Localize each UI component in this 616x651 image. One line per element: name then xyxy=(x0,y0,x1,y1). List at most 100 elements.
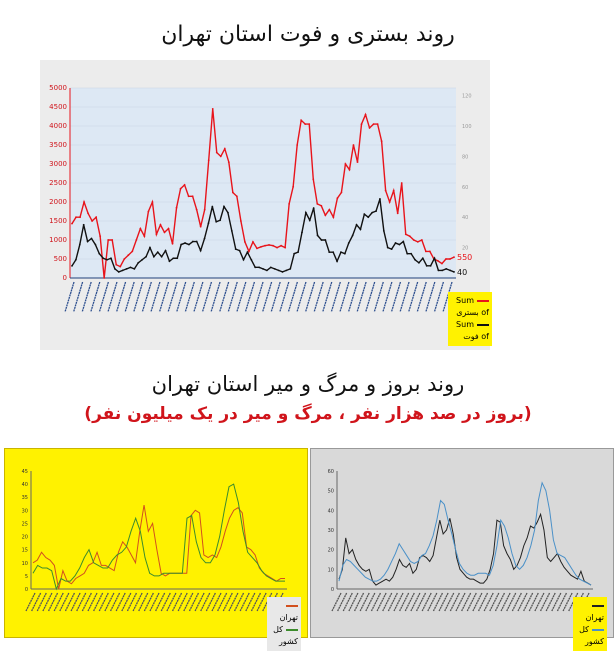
x-tick-label xyxy=(455,592,466,612)
data-point xyxy=(301,231,303,234)
data-point xyxy=(386,246,389,249)
x-tick-label xyxy=(511,592,522,612)
y2-tick-label: 80 xyxy=(462,154,468,160)
data-point xyxy=(260,245,262,248)
x-tick-label xyxy=(115,281,127,313)
y-tick-label: 1500 xyxy=(49,217,67,225)
data-point xyxy=(151,201,154,203)
data-point xyxy=(272,244,274,247)
x-tick-label xyxy=(348,592,359,612)
data-point xyxy=(280,244,282,247)
data-point xyxy=(74,258,77,261)
data-point xyxy=(344,163,347,165)
y-tick-label: 30 xyxy=(22,508,28,514)
data-point xyxy=(453,271,455,273)
data-point xyxy=(375,210,377,213)
data-point xyxy=(131,250,134,253)
y-tick-label: 2500 xyxy=(49,179,67,187)
x-tick-label xyxy=(539,592,551,612)
data-point xyxy=(340,191,343,194)
data-point xyxy=(115,263,118,266)
x-tick-label xyxy=(98,281,109,313)
data-point xyxy=(160,255,163,258)
y-tick-label: 5000 xyxy=(49,84,67,92)
x-tick-label xyxy=(342,592,353,612)
data-point xyxy=(445,258,447,260)
x-tick-label xyxy=(287,281,298,313)
y-tick-label: 0 xyxy=(63,274,67,282)
x-tick-label xyxy=(373,281,384,313)
data-point xyxy=(332,251,335,254)
data-point xyxy=(281,271,284,273)
data-point xyxy=(316,234,319,237)
data-point xyxy=(420,239,423,241)
data-point xyxy=(175,206,178,209)
data-point xyxy=(215,220,218,223)
data-point xyxy=(250,258,253,261)
x-tick-label xyxy=(506,592,517,612)
x-tick-label xyxy=(523,592,534,612)
data-point xyxy=(195,208,198,211)
data-point xyxy=(348,168,351,171)
data-point xyxy=(312,178,315,181)
data-point xyxy=(390,248,393,251)
x-tick-label xyxy=(556,592,568,612)
x-tick-label xyxy=(489,592,500,612)
legend-item: Sum of فوت xyxy=(451,319,489,343)
x-tick-label xyxy=(104,592,115,612)
x-tick-label xyxy=(359,592,370,612)
data-point xyxy=(223,147,226,150)
chart-legend: تهران کل کشور xyxy=(573,597,607,651)
x-tick-label xyxy=(313,281,324,313)
y-tick-label: 60 xyxy=(328,469,334,475)
y-tick-label: 1000 xyxy=(49,236,67,244)
data-point xyxy=(355,223,358,226)
x-tick-label xyxy=(466,592,477,612)
data-point xyxy=(416,241,419,243)
data-point xyxy=(83,201,85,203)
data-point xyxy=(164,249,167,252)
x-tick-label xyxy=(132,592,143,612)
data-point xyxy=(324,214,327,217)
x-tick-label xyxy=(200,592,211,612)
data-point xyxy=(195,240,198,243)
data-point xyxy=(328,251,331,254)
x-tick-label xyxy=(442,281,453,313)
data-point xyxy=(308,123,311,125)
x-tick-label xyxy=(425,281,436,313)
x-tick-label xyxy=(331,592,342,612)
legend-swatch xyxy=(592,604,604,607)
x-tick-label xyxy=(210,281,221,313)
data-point xyxy=(394,242,397,244)
data-point xyxy=(320,239,323,241)
data-point xyxy=(258,266,261,269)
x-tick-label xyxy=(183,592,194,612)
series-line xyxy=(338,481,592,586)
x-tick-label xyxy=(219,281,230,313)
data-point xyxy=(284,246,287,249)
data-point xyxy=(336,260,338,263)
y2-tick-label: 120 xyxy=(462,94,472,100)
data-point xyxy=(300,119,303,122)
data-point xyxy=(376,123,379,125)
x-tick-label xyxy=(410,592,421,612)
data-point xyxy=(79,216,81,219)
data-point xyxy=(372,123,375,125)
chart-svg: 0 5 10 15 20 25 30 35 40 45 xyxy=(22,469,287,612)
y-tick-label: 10 xyxy=(328,567,334,573)
x-tick-label xyxy=(42,592,53,612)
x-tick-label xyxy=(433,281,445,313)
legend-swatch xyxy=(286,628,298,631)
data-point xyxy=(347,242,350,244)
data-point xyxy=(127,254,130,257)
data-point xyxy=(273,267,276,270)
legend-label: Sum of فوت xyxy=(456,320,489,341)
data-point xyxy=(364,113,367,116)
series-line xyxy=(32,505,285,590)
legend-item: Sum of بستری xyxy=(451,295,489,319)
x-tick-label xyxy=(167,281,178,313)
data-point xyxy=(293,252,296,255)
y2-tick-label: 20 xyxy=(462,246,468,252)
x-tick-label xyxy=(124,281,135,313)
data-point xyxy=(246,251,249,254)
